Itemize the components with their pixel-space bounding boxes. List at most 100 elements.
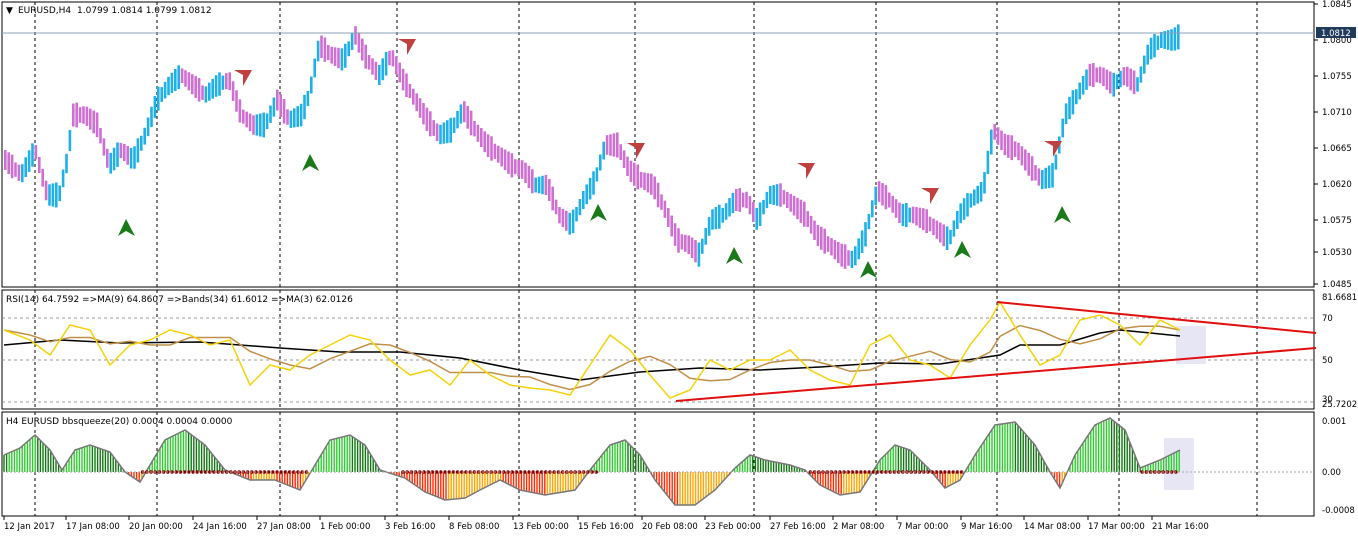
price-bar	[690, 237, 694, 259]
price-bar	[667, 208, 670, 227]
price-bar	[1007, 134, 1010, 158]
price-bar	[905, 203, 908, 227]
price-bar	[452, 117, 456, 134]
price-bar	[697, 242, 701, 267]
price-bar	[595, 167, 599, 182]
price-bar	[1041, 170, 1044, 190]
price-bar	[942, 224, 945, 247]
chart-title-arrow[interactable]: ▼	[6, 6, 13, 16]
price-bar	[534, 177, 537, 193]
price-bar	[82, 106, 85, 124]
squeeze-dot	[527, 470, 531, 474]
price-bar	[10, 154, 14, 179]
price-bar	[758, 202, 762, 226]
price-bar	[626, 156, 629, 176]
price-bar	[1085, 69, 1088, 90]
price-bar	[259, 113, 262, 137]
price-bar	[772, 185, 775, 205]
price-bar	[1095, 67, 1098, 83]
current-price-label: 1.0812	[1321, 29, 1351, 39]
price-bar	[126, 145, 129, 165]
price-bar	[187, 72, 191, 91]
price-bar	[459, 104, 463, 124]
rsi-panel[interactable]	[1, 289, 1315, 410]
price-bar	[809, 215, 813, 234]
buy-arrow-icon	[118, 219, 135, 236]
squeeze-dot	[455, 470, 460, 474]
price-bar	[860, 230, 864, 253]
sell-arrow-icon	[797, 163, 815, 179]
price-bar	[578, 199, 582, 216]
price-bar	[1105, 69, 1109, 90]
price-bar	[517, 159, 520, 177]
price-bar	[191, 74, 194, 95]
price-bar	[1156, 35, 1160, 50]
price-bar	[7, 152, 10, 175]
price-bar	[1054, 154, 1058, 170]
price-bar	[755, 207, 758, 230]
price-bar	[935, 220, 939, 239]
squeeze-dot	[178, 470, 183, 474]
price-bar	[27, 150, 31, 172]
price-bar	[894, 199, 898, 218]
squeeze-dot	[951, 470, 955, 474]
price-bar	[656, 182, 660, 208]
price-bar	[197, 78, 201, 102]
main-panel[interactable]	[1, 1, 1315, 288]
squeeze-dot	[271, 470, 275, 474]
price-bar	[415, 93, 418, 112]
price-bar	[486, 134, 490, 157]
chart-ohlc: 1.0799 1.0814 1.0799 1.0812	[77, 6, 212, 16]
price-bar	[718, 204, 721, 229]
price-bar	[956, 211, 959, 229]
price-bar	[854, 246, 857, 266]
squeeze-dot	[451, 470, 456, 474]
price-bar	[235, 90, 238, 112]
squeeze-dot	[523, 470, 527, 474]
squeeze-label: 0.001	[1322, 417, 1346, 427]
price-bar	[592, 171, 595, 195]
price-bar	[969, 193, 973, 208]
price-bar	[340, 48, 344, 71]
price-bar	[231, 81, 235, 101]
price-bar	[381, 58, 384, 81]
price-bar	[429, 111, 432, 137]
price-bar	[1170, 29, 1173, 51]
price-bar	[639, 172, 643, 188]
price-bar	[378, 65, 381, 85]
price-bar	[1129, 68, 1132, 91]
price-bar	[367, 55, 371, 70]
price-bar	[514, 159, 517, 175]
price-bar	[1075, 89, 1078, 105]
price-bar	[1024, 149, 1027, 171]
price-bar	[99, 128, 102, 144]
price-bar	[680, 234, 684, 250]
rsi-ma-line	[3, 324, 1181, 391]
price-bar	[180, 68, 184, 83]
price-bar	[61, 169, 65, 188]
price-bar	[95, 112, 99, 138]
price-bar	[422, 103, 425, 125]
price-bar	[789, 193, 792, 212]
squeeze-dot	[422, 470, 426, 474]
price-bar	[850, 250, 854, 268]
price-bar	[109, 152, 112, 174]
price-bar	[51, 183, 55, 207]
price-bar	[48, 184, 51, 206]
price-bar	[602, 141, 605, 160]
price-bar	[704, 227, 707, 245]
squeeze-dot	[187, 470, 191, 474]
squeeze-title: H4 EURUSD bbsqueeze(20) 0.0004 0.0004 0.…	[6, 417, 233, 427]
price-bar	[242, 109, 245, 124]
price-bar	[1092, 63, 1095, 87]
price-bar	[762, 199, 765, 215]
price-bar	[1047, 165, 1051, 189]
squeeze-dot	[531, 470, 535, 474]
price-bar	[537, 176, 541, 194]
price-bar	[677, 228, 680, 253]
rsi-label: 50	[1322, 356, 1333, 366]
price-bars	[4, 24, 1180, 269]
squeeze-dot	[266, 470, 271, 474]
